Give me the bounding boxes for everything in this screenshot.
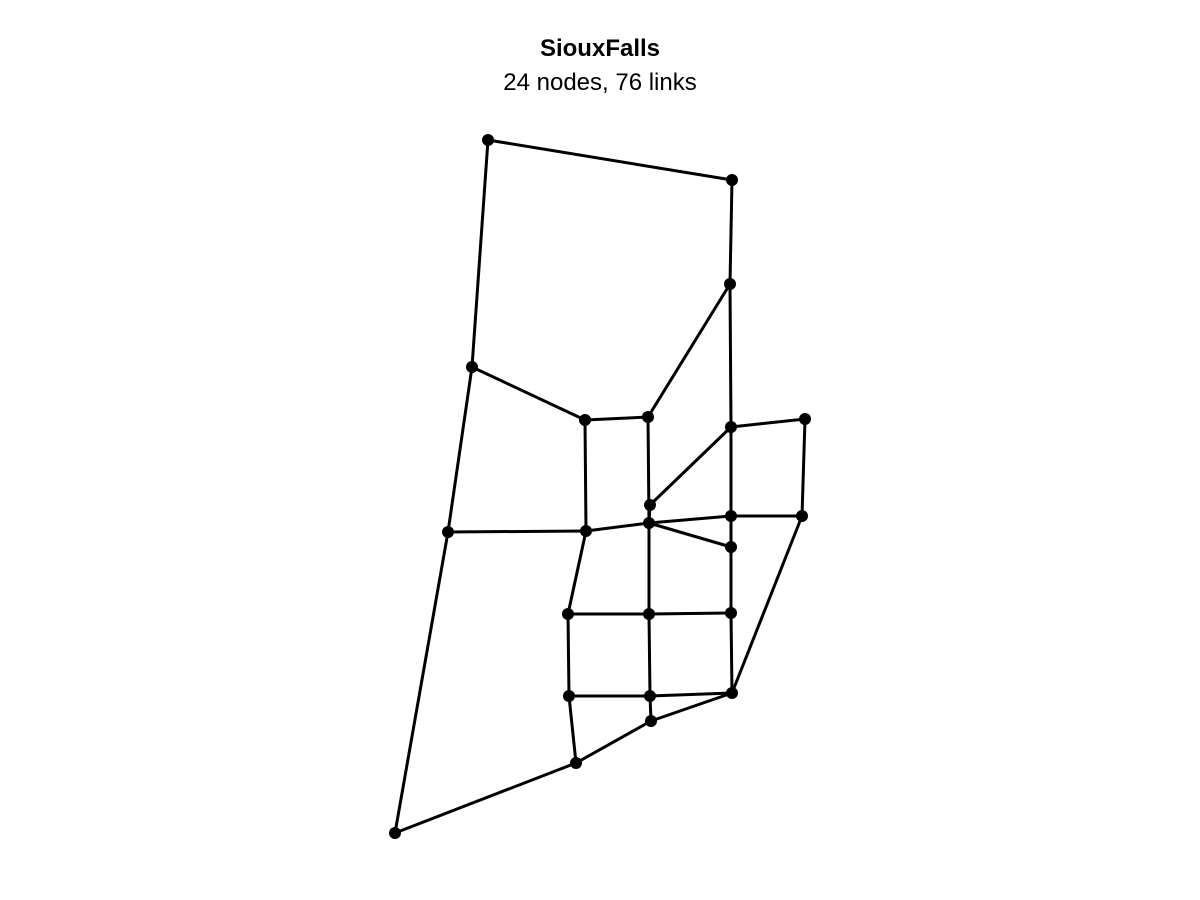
network-link [730,514,804,695]
network-node [724,278,736,290]
network-link [728,178,734,286]
network-link [446,529,588,534]
network-node [644,690,656,702]
network-link [728,282,733,429]
network-link [583,418,588,533]
network-link [648,425,733,507]
network-node [643,608,655,620]
network-link [729,611,734,695]
network-link [584,521,651,533]
network-link [574,719,653,765]
network-node [725,541,737,553]
network-link [393,530,450,835]
network-node [643,517,655,529]
network-node [726,687,738,699]
network-link [647,514,733,525]
network-link [647,521,733,549]
network-link [446,365,474,534]
network-link [800,417,807,518]
links-group [393,138,807,835]
diagram-subtitle: 24 nodes, 76 links [503,69,697,96]
network-node [799,413,811,425]
network-link [729,417,807,429]
network-link [647,611,733,616]
network-link [566,529,588,616]
network-link [648,691,734,698]
network-node [562,608,574,620]
network-node [642,411,654,423]
network-link [567,694,578,765]
network-node [645,715,657,727]
network-node [579,414,591,426]
network-node [570,757,582,769]
nodes-group [389,134,811,839]
network-node [466,361,478,373]
network-link [470,365,587,422]
network-node [482,134,494,146]
network-node [725,510,737,522]
network-link [486,138,734,182]
network-node [580,525,592,537]
network-node [725,607,737,619]
network-node [725,421,737,433]
diagram-title: SiouxFalls [539,35,661,62]
network-link [649,691,734,723]
network-node [442,526,454,538]
network-node [563,690,575,702]
network-link [470,138,490,369]
network-node [726,174,738,186]
network-node [644,499,656,511]
network-link [566,612,571,698]
network-node [389,827,401,839]
network-link [646,282,732,419]
network-link [583,415,650,422]
network-link [393,761,578,835]
network-node [796,510,808,522]
network-link [647,612,652,698]
